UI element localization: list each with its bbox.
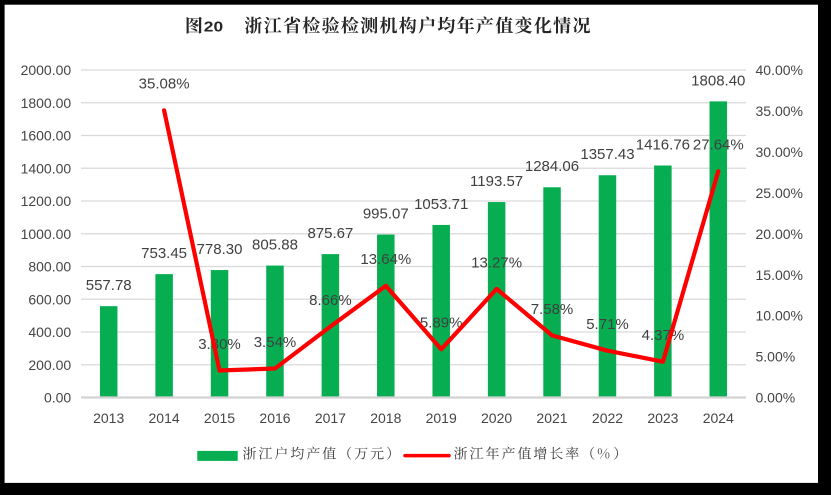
svg-text:753.45: 753.45 bbox=[141, 245, 187, 262]
svg-text:2024: 2024 bbox=[703, 410, 734, 426]
svg-text:400.00: 400.00 bbox=[28, 324, 71, 340]
svg-text:40.00%: 40.00% bbox=[756, 62, 803, 78]
svg-text:800.00: 800.00 bbox=[28, 259, 71, 275]
svg-text:4.37%: 4.37% bbox=[642, 327, 685, 344]
svg-text:20.00%: 20.00% bbox=[756, 226, 803, 242]
svg-text:1000.00: 1000.00 bbox=[21, 226, 72, 242]
svg-text:0.00%: 0.00% bbox=[756, 390, 796, 406]
svg-text:10.00%: 10.00% bbox=[756, 308, 803, 324]
svg-text:0.00: 0.00 bbox=[44, 390, 71, 406]
svg-text:1808.40: 1808.40 bbox=[691, 72, 745, 89]
svg-text:2016: 2016 bbox=[259, 410, 290, 426]
svg-text:1200.00: 1200.00 bbox=[21, 193, 72, 209]
svg-text:35.08%: 35.08% bbox=[139, 76, 190, 93]
svg-text:1800.00: 1800.00 bbox=[21, 95, 72, 111]
svg-text:35.00%: 35.00% bbox=[756, 103, 803, 119]
svg-text:5.89%: 5.89% bbox=[420, 315, 463, 332]
svg-text:2020: 2020 bbox=[481, 410, 512, 426]
svg-text:30.00%: 30.00% bbox=[756, 144, 803, 160]
svg-text:25.00%: 25.00% bbox=[756, 185, 803, 201]
svg-text:1193.57: 1193.57 bbox=[470, 173, 523, 190]
svg-text:995.07: 995.07 bbox=[363, 206, 409, 223]
svg-text:2021: 2021 bbox=[536, 410, 567, 426]
svg-text:1600.00: 1600.00 bbox=[21, 128, 72, 144]
svg-text:1284.06: 1284.06 bbox=[525, 158, 579, 175]
svg-text:875.67: 875.67 bbox=[307, 225, 353, 242]
svg-text:20: 20 bbox=[204, 19, 223, 36]
svg-text:2019: 2019 bbox=[426, 410, 457, 426]
svg-text:5.00%: 5.00% bbox=[756, 349, 796, 365]
svg-text:2017: 2017 bbox=[315, 410, 346, 426]
svg-text:2014: 2014 bbox=[149, 410, 180, 426]
svg-text:600.00: 600.00 bbox=[28, 291, 71, 307]
svg-text:2022: 2022 bbox=[592, 410, 623, 426]
svg-text:27.64%: 27.64% bbox=[693, 137, 744, 154]
svg-text:2000.00: 2000.00 bbox=[21, 62, 72, 78]
svg-text:5.71%: 5.71% bbox=[586, 316, 629, 333]
svg-text:1053.71: 1053.71 bbox=[414, 196, 468, 213]
svg-text:7.58%: 7.58% bbox=[531, 301, 574, 318]
svg-text:3.54%: 3.54% bbox=[254, 334, 297, 351]
svg-text:13.64%: 13.64% bbox=[360, 251, 411, 268]
svg-text:2023: 2023 bbox=[647, 410, 678, 426]
svg-text:13.27%: 13.27% bbox=[471, 254, 522, 271]
svg-text:778.30: 778.30 bbox=[197, 241, 243, 258]
svg-text:805.88: 805.88 bbox=[252, 236, 298, 253]
svg-text:15.00%: 15.00% bbox=[756, 267, 803, 283]
svg-text:1357.43: 1357.43 bbox=[580, 146, 634, 163]
svg-text:2013: 2013 bbox=[93, 410, 124, 426]
svg-text:200.00: 200.00 bbox=[28, 357, 71, 373]
svg-text:557.78: 557.78 bbox=[86, 277, 132, 294]
svg-text:8.66%: 8.66% bbox=[309, 292, 352, 309]
svg-text:2015: 2015 bbox=[204, 410, 235, 426]
svg-text:3.30%: 3.30% bbox=[198, 336, 241, 353]
svg-text:1416.76: 1416.76 bbox=[636, 136, 690, 153]
svg-text:2018: 2018 bbox=[370, 410, 401, 426]
svg-text:1400.00: 1400.00 bbox=[21, 160, 72, 176]
